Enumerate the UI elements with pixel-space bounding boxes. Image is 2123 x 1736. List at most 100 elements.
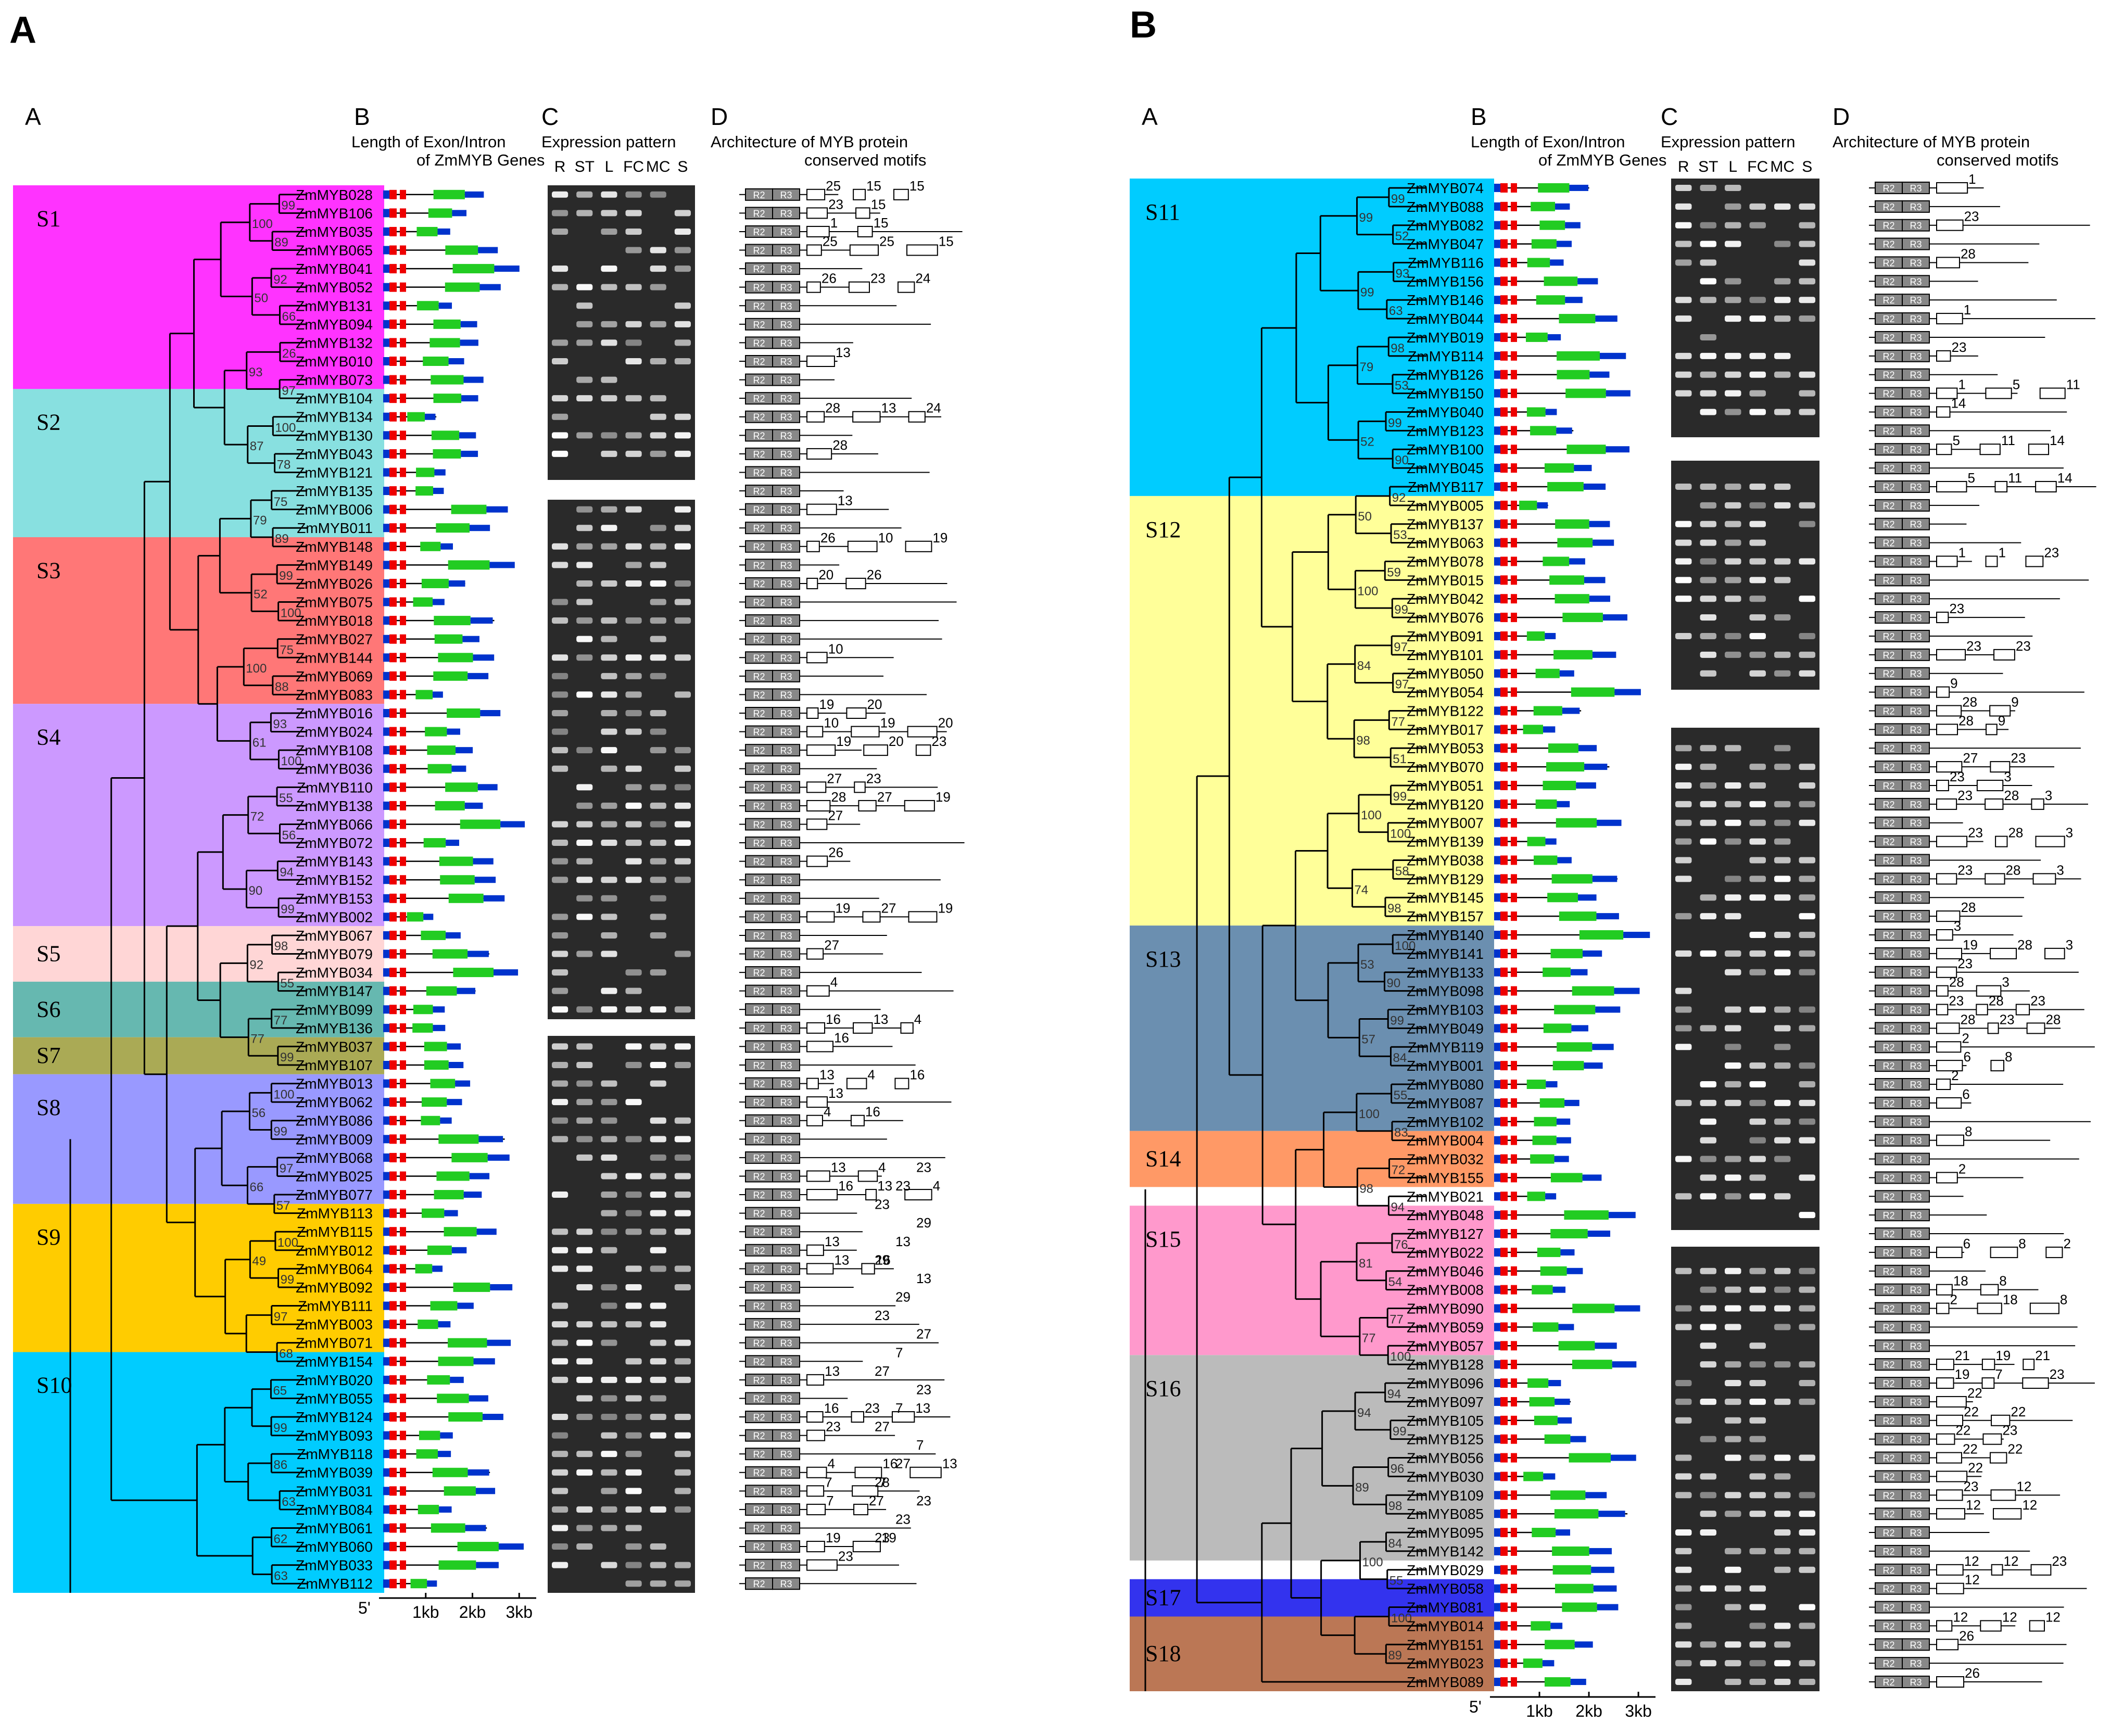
myb-exon [1511, 631, 1517, 641]
utr-block [383, 820, 389, 829]
utr-block [1494, 333, 1500, 341]
myb-exon [389, 1227, 397, 1237]
gel-band [674, 599, 691, 605]
gel-band [576, 1414, 593, 1420]
myb-exon [1511, 1658, 1517, 1668]
gel-band [552, 432, 568, 439]
subfamily-label: S11 [1145, 199, 1180, 225]
r2-label: R2 [753, 690, 765, 700]
gel-band [1774, 764, 1791, 770]
gene-name: ZmMYB105 [1407, 1413, 1484, 1429]
gel-band [1700, 240, 1716, 247]
motif-number: 28 [2006, 862, 2021, 878]
motif-number: 22 [1963, 1441, 1978, 1457]
r2-label: R2 [753, 1301, 765, 1312]
r2-label: R2 [1882, 1192, 1894, 1202]
motif-box [2015, 1004, 2030, 1016]
coding-exon [1531, 1621, 1551, 1631]
r3-domain [772, 244, 800, 257]
gel-band [650, 1062, 666, 1068]
gel-band [1675, 1585, 1692, 1592]
myb-exon [1500, 1341, 1508, 1351]
utr-block [1494, 837, 1500, 846]
r3-label: R3 [1910, 1042, 1922, 1053]
gel-band [601, 673, 617, 679]
motif-number: 5 [2013, 377, 2020, 392]
r3-domain [1902, 1134, 1930, 1147]
gel-band [601, 1228, 617, 1235]
myb-exon [1511, 556, 1517, 566]
r3-label: R3 [780, 1023, 792, 1034]
gel-band [650, 1136, 666, 1143]
myb-exon [1500, 1583, 1508, 1593]
gel-band [1774, 315, 1791, 322]
r3-domain [772, 632, 800, 645]
myb-exon [400, 375, 406, 385]
gene-name: ZmMYB042 [1407, 591, 1484, 607]
utr-block [464, 802, 483, 809]
gel-band [1700, 782, 1716, 789]
utr-block [434, 469, 446, 476]
r2-label: R2 [1882, 463, 1894, 474]
gel-band [1774, 950, 1791, 957]
gel-band [552, 1043, 568, 1050]
utr-block [383, 598, 389, 606]
utr-block [1593, 539, 1614, 546]
coding-exon [1536, 295, 1565, 305]
gene-name: ZmMYB044 [1407, 311, 1484, 327]
r3-domain [772, 1003, 800, 1016]
motif-box [1936, 1022, 1960, 1034]
gene-name: ZmMYB108 [296, 742, 373, 758]
motif-title: conserved motifs [804, 151, 926, 169]
gene-name: ZmMYB089 [1407, 1674, 1484, 1690]
r3-label: R3 [780, 1449, 792, 1460]
utr-block [1494, 1192, 1500, 1201]
gel-band [625, 969, 642, 976]
gel-band [674, 432, 691, 439]
gel-band [576, 821, 593, 828]
gel-band [674, 413, 691, 420]
coding-exon [1551, 874, 1593, 884]
utr-block [383, 1505, 389, 1514]
motif-box [1936, 761, 1963, 773]
gel-band [674, 1154, 691, 1161]
gel-band [552, 1562, 568, 1568]
gel-band [625, 1006, 642, 1013]
utr-block [1494, 314, 1500, 323]
myb-exon [400, 189, 406, 199]
gel-band [552, 191, 568, 198]
motif-box [908, 411, 926, 423]
motif-number: 8 [2005, 1049, 2012, 1065]
coding-exon [1538, 183, 1570, 193]
gel-band [625, 1136, 642, 1143]
r3-label: R3 [780, 1042, 792, 1052]
r3-domain [1902, 1078, 1930, 1091]
gene-name: ZmMYB146 [1407, 292, 1484, 308]
r3-label: R3 [1910, 1266, 1922, 1277]
myb-exon [1500, 556, 1508, 566]
motif-number: 28 [1949, 974, 1964, 990]
motif-number: 26 [820, 530, 836, 546]
r3-domain [1902, 648, 1930, 661]
gel-band [625, 506, 642, 513]
bootstrap-value: 83 [1394, 1126, 1408, 1140]
motif-box [806, 1466, 827, 1478]
gel-band [674, 1451, 691, 1458]
motif-box [806, 1170, 830, 1182]
motif-box [1990, 761, 2011, 773]
myb-exon [1511, 762, 1517, 772]
utr-block [478, 1136, 503, 1143]
myb-exon [389, 782, 397, 792]
coding-exon [1552, 1546, 1589, 1556]
r2-label: R2 [1882, 575, 1894, 586]
motif-box [1980, 1284, 1999, 1296]
myb-exon [1500, 445, 1508, 454]
r3-domain [772, 1336, 800, 1349]
gene-name: ZmMYB014 [1407, 1618, 1484, 1634]
gel-band [601, 710, 617, 716]
myb-exon [1500, 687, 1508, 697]
motif-box [1990, 1060, 2004, 1072]
utr-block [1595, 1342, 1617, 1349]
motif-number: 3 [2066, 937, 2073, 953]
bootstrap-value: 59 [1387, 565, 1401, 579]
